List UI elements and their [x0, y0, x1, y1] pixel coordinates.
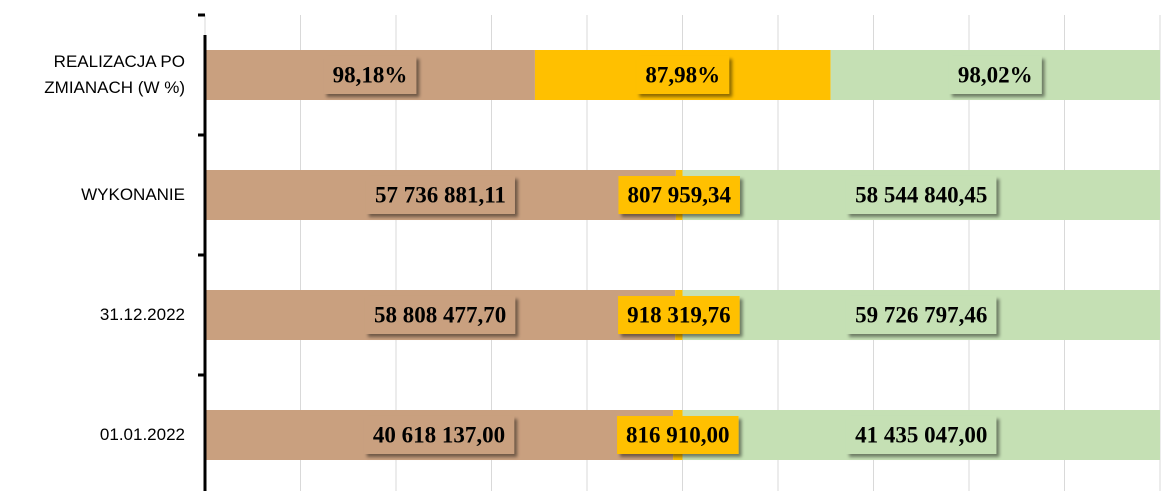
data-label: 87,98%: [645, 63, 720, 88]
data-label-box: [846, 176, 997, 214]
data-label: 59 726 797,46: [855, 303, 987, 328]
data-label-box: [323, 56, 417, 94]
data-label-box: [364, 296, 516, 334]
data-label-box: [948, 56, 1042, 94]
data-label: 41 435 047,00: [855, 423, 987, 448]
data-label-box: [618, 176, 740, 214]
data-label-box: [363, 416, 515, 454]
data-label-box: [618, 296, 740, 334]
category-label: WYKONANIE: [81, 185, 185, 204]
data-label-box: [846, 416, 997, 454]
data-label-box: [636, 56, 730, 94]
data-label: 816 910,00: [626, 423, 730, 448]
data-label-box: [365, 176, 515, 214]
category-label: 31.12.2022: [99, 305, 185, 324]
data-label: 57 736 881,11: [375, 183, 506, 208]
data-label: 58 544 840,45: [855, 183, 987, 208]
data-label: 98,18%: [333, 63, 408, 88]
data-label-box: [617, 416, 739, 454]
data-label: 918 319,76: [627, 303, 731, 328]
category-label: 01.01.2022: [99, 425, 185, 444]
data-label-box: [846, 296, 997, 334]
data-label: 58 808 477,70: [374, 303, 506, 328]
data-label: 40 618 137,00: [373, 423, 505, 448]
data-label: 98,02%: [958, 63, 1033, 88]
category-label: REALIZACJA PO ZMIANACH (W %): [44, 52, 185, 97]
data-label: 807 959,34: [627, 183, 731, 208]
